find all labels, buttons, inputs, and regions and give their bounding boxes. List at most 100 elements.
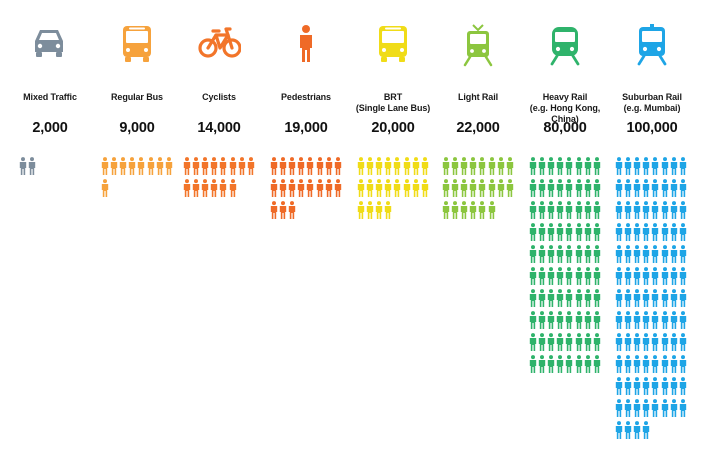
- person-icon: [670, 311, 678, 334]
- person-icon: [101, 179, 109, 202]
- person-icon: [615, 399, 623, 422]
- category-regular-bus: Regular Bus 9,000: [95, 0, 179, 464]
- bus-icon: [115, 22, 159, 73]
- person-icon: [593, 311, 601, 334]
- person-icon: [633, 289, 641, 312]
- person-icon: [670, 377, 678, 400]
- person-icon: [547, 245, 555, 268]
- person-icon: [279, 179, 287, 202]
- person-icon: [201, 157, 209, 180]
- person-icon: [460, 157, 468, 180]
- person-icon: [661, 267, 669, 290]
- person-icon: [642, 333, 650, 356]
- person-icon: [679, 311, 687, 334]
- person-icon: [538, 267, 546, 290]
- person-icon: [679, 355, 687, 378]
- person-icon: [238, 157, 246, 180]
- person-icon: [565, 355, 573, 378]
- person-icon: [421, 179, 429, 202]
- person-icon: [538, 333, 546, 356]
- person-icon: [593, 289, 601, 312]
- person-icon: [615, 421, 623, 444]
- person-icon: [670, 201, 678, 224]
- person-icon: [642, 421, 650, 444]
- person-icon: [575, 267, 583, 290]
- person-icon: [201, 179, 209, 202]
- person-icon: [110, 157, 118, 180]
- person-icon: [651, 223, 659, 246]
- person-icon: [624, 355, 632, 378]
- person-icon: [593, 333, 601, 356]
- category-value: 22,000: [456, 120, 500, 136]
- person-icon: [412, 157, 420, 180]
- person-icon: [529, 223, 537, 246]
- person-icon: [633, 377, 641, 400]
- person-icon: [633, 355, 641, 378]
- person-icon: [575, 179, 583, 202]
- person-icon: [556, 179, 564, 202]
- person-icon: [497, 179, 505, 202]
- person-icon: [19, 157, 27, 180]
- person-icon: [679, 223, 687, 246]
- person-icon: [192, 157, 200, 180]
- person-icon: [670, 333, 678, 356]
- person-icon: [279, 201, 287, 224]
- person-icon: [547, 223, 555, 246]
- person-icon: [633, 223, 641, 246]
- person-icon: [624, 377, 632, 400]
- person-icon: [375, 157, 383, 180]
- person-icon: [661, 245, 669, 268]
- person-icon: [661, 179, 669, 202]
- person-icon: [615, 267, 623, 290]
- person-icon: [679, 289, 687, 312]
- person-icon: [375, 201, 383, 224]
- person-icon: [183, 157, 191, 180]
- person-icon: [661, 201, 669, 224]
- person-icon: [538, 179, 546, 202]
- person-icon: [325, 157, 333, 180]
- heavy-rail-icon: [543, 22, 587, 73]
- person-icon: [529, 333, 537, 356]
- car-icon: [28, 22, 72, 73]
- person-icon: [247, 157, 255, 180]
- person-icon: [651, 355, 659, 378]
- person-icon: [575, 223, 583, 246]
- person-icon: [633, 157, 641, 180]
- person-icon: [506, 157, 514, 180]
- person-icon: [460, 179, 468, 202]
- person-icon: [615, 245, 623, 268]
- person-icon: [270, 201, 278, 224]
- person-icon: [366, 157, 374, 180]
- person-icon: [624, 223, 632, 246]
- person-icon: [575, 311, 583, 334]
- person-icon: [325, 179, 333, 202]
- person-icon: [270, 179, 278, 202]
- people-pictogram: [183, 157, 273, 457]
- person-icon: [661, 377, 669, 400]
- person-icon: [488, 157, 496, 180]
- person-icon: [575, 333, 583, 356]
- person-icon: [615, 355, 623, 378]
- person-icon: [442, 157, 450, 180]
- person-icon: [624, 399, 632, 422]
- person-icon: [651, 179, 659, 202]
- person-icon: [460, 201, 468, 224]
- person-icon: [565, 333, 573, 356]
- category-heavy-rail: Heavy Rail (e.g. Hong Kong, China) 80,00…: [523, 0, 607, 464]
- person-icon: [412, 179, 420, 202]
- person-icon: [615, 377, 623, 400]
- person-icon: [642, 311, 650, 334]
- category-light-rail: Light Rail 22,000: [436, 0, 520, 464]
- person-icon: [547, 201, 555, 224]
- person-icon: [565, 179, 573, 202]
- person-icon: [615, 179, 623, 202]
- person-icon: [297, 157, 305, 180]
- brt-bus-icon: [371, 22, 415, 73]
- person-icon: [403, 179, 411, 202]
- person-icon: [229, 179, 237, 202]
- person-icon: [593, 179, 601, 202]
- person-icon: [442, 179, 450, 202]
- person-icon: [670, 399, 678, 422]
- category-label: Heavy Rail (e.g. Hong Kong, China): [529, 92, 601, 124]
- category-value: 100,000: [626, 120, 678, 136]
